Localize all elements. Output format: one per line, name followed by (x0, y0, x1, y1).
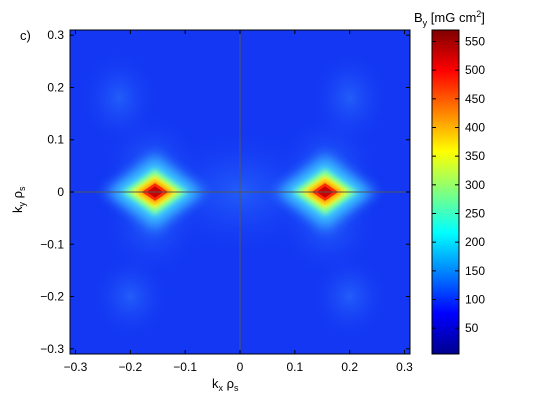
x-axis-ticks: −0.3 −0.2 −0.1 0 0.1 0.2 0.3 (64, 30, 413, 374)
colorbar-tick-label: 150 (465, 264, 485, 278)
heatmap-haze-8 (311, 254, 389, 339)
colorbar-tick-label: 50 (465, 321, 479, 335)
y-tick-label: 0.2 (47, 80, 64, 94)
colorbar-tick-label: 300 (465, 178, 485, 192)
colorbar-title: By [mG cm2] (414, 9, 485, 28)
colorbar-tick-label: 550 (465, 34, 485, 48)
colorbar-tick-label: 250 (465, 207, 485, 221)
colorbar-ticks: 50 100 150 200 250 300 350 400 450 500 550 (432, 34, 485, 335)
y-tick-label: −0.2 (40, 290, 64, 304)
y-axis-label: ky ρs (10, 186, 27, 213)
y-tick-label: −0.3 (40, 342, 64, 356)
heatmap-plot-area (70, 30, 410, 354)
x-tick-label: −0.3 (64, 360, 88, 374)
heatmap-haze-5 (80, 50, 158, 145)
x-tick-label: −0.2 (118, 360, 142, 374)
x-tick-label: −0.1 (173, 360, 197, 374)
heatmap-haze-6 (311, 50, 389, 145)
y-tick-label: 0.1 (47, 133, 64, 147)
x-tick-label: 0.1 (286, 360, 303, 374)
colorbar (431, 29, 460, 355)
x-tick-label: 0 (237, 360, 244, 374)
heatmap-field (80, 50, 389, 339)
colorbar-tick-label: 350 (465, 149, 485, 163)
y-tick-label: −0.1 (40, 237, 64, 251)
colorbar-tick-label: 400 (465, 120, 485, 134)
x-tick-label: 0.3 (396, 360, 413, 374)
colorbar-tick-label: 100 (465, 293, 485, 307)
y-tick-label: 0.3 (47, 28, 64, 42)
colorbar-tick-label: 450 (465, 92, 485, 106)
y-tick-label: 0 (57, 185, 64, 199)
colorbar-tick-label: 200 (465, 235, 485, 249)
colorbar-tick-label: 500 (465, 63, 485, 77)
panel-label: c) (20, 28, 31, 43)
x-tick-label: 0.2 (341, 360, 358, 374)
y-axis-ticks: 0.3 0.2 0.1 0 −0.1 −0.2 −0.3 (40, 28, 410, 356)
heatmap-haze-7 (91, 254, 169, 339)
x-axis-label: kx ρs (212, 376, 239, 393)
